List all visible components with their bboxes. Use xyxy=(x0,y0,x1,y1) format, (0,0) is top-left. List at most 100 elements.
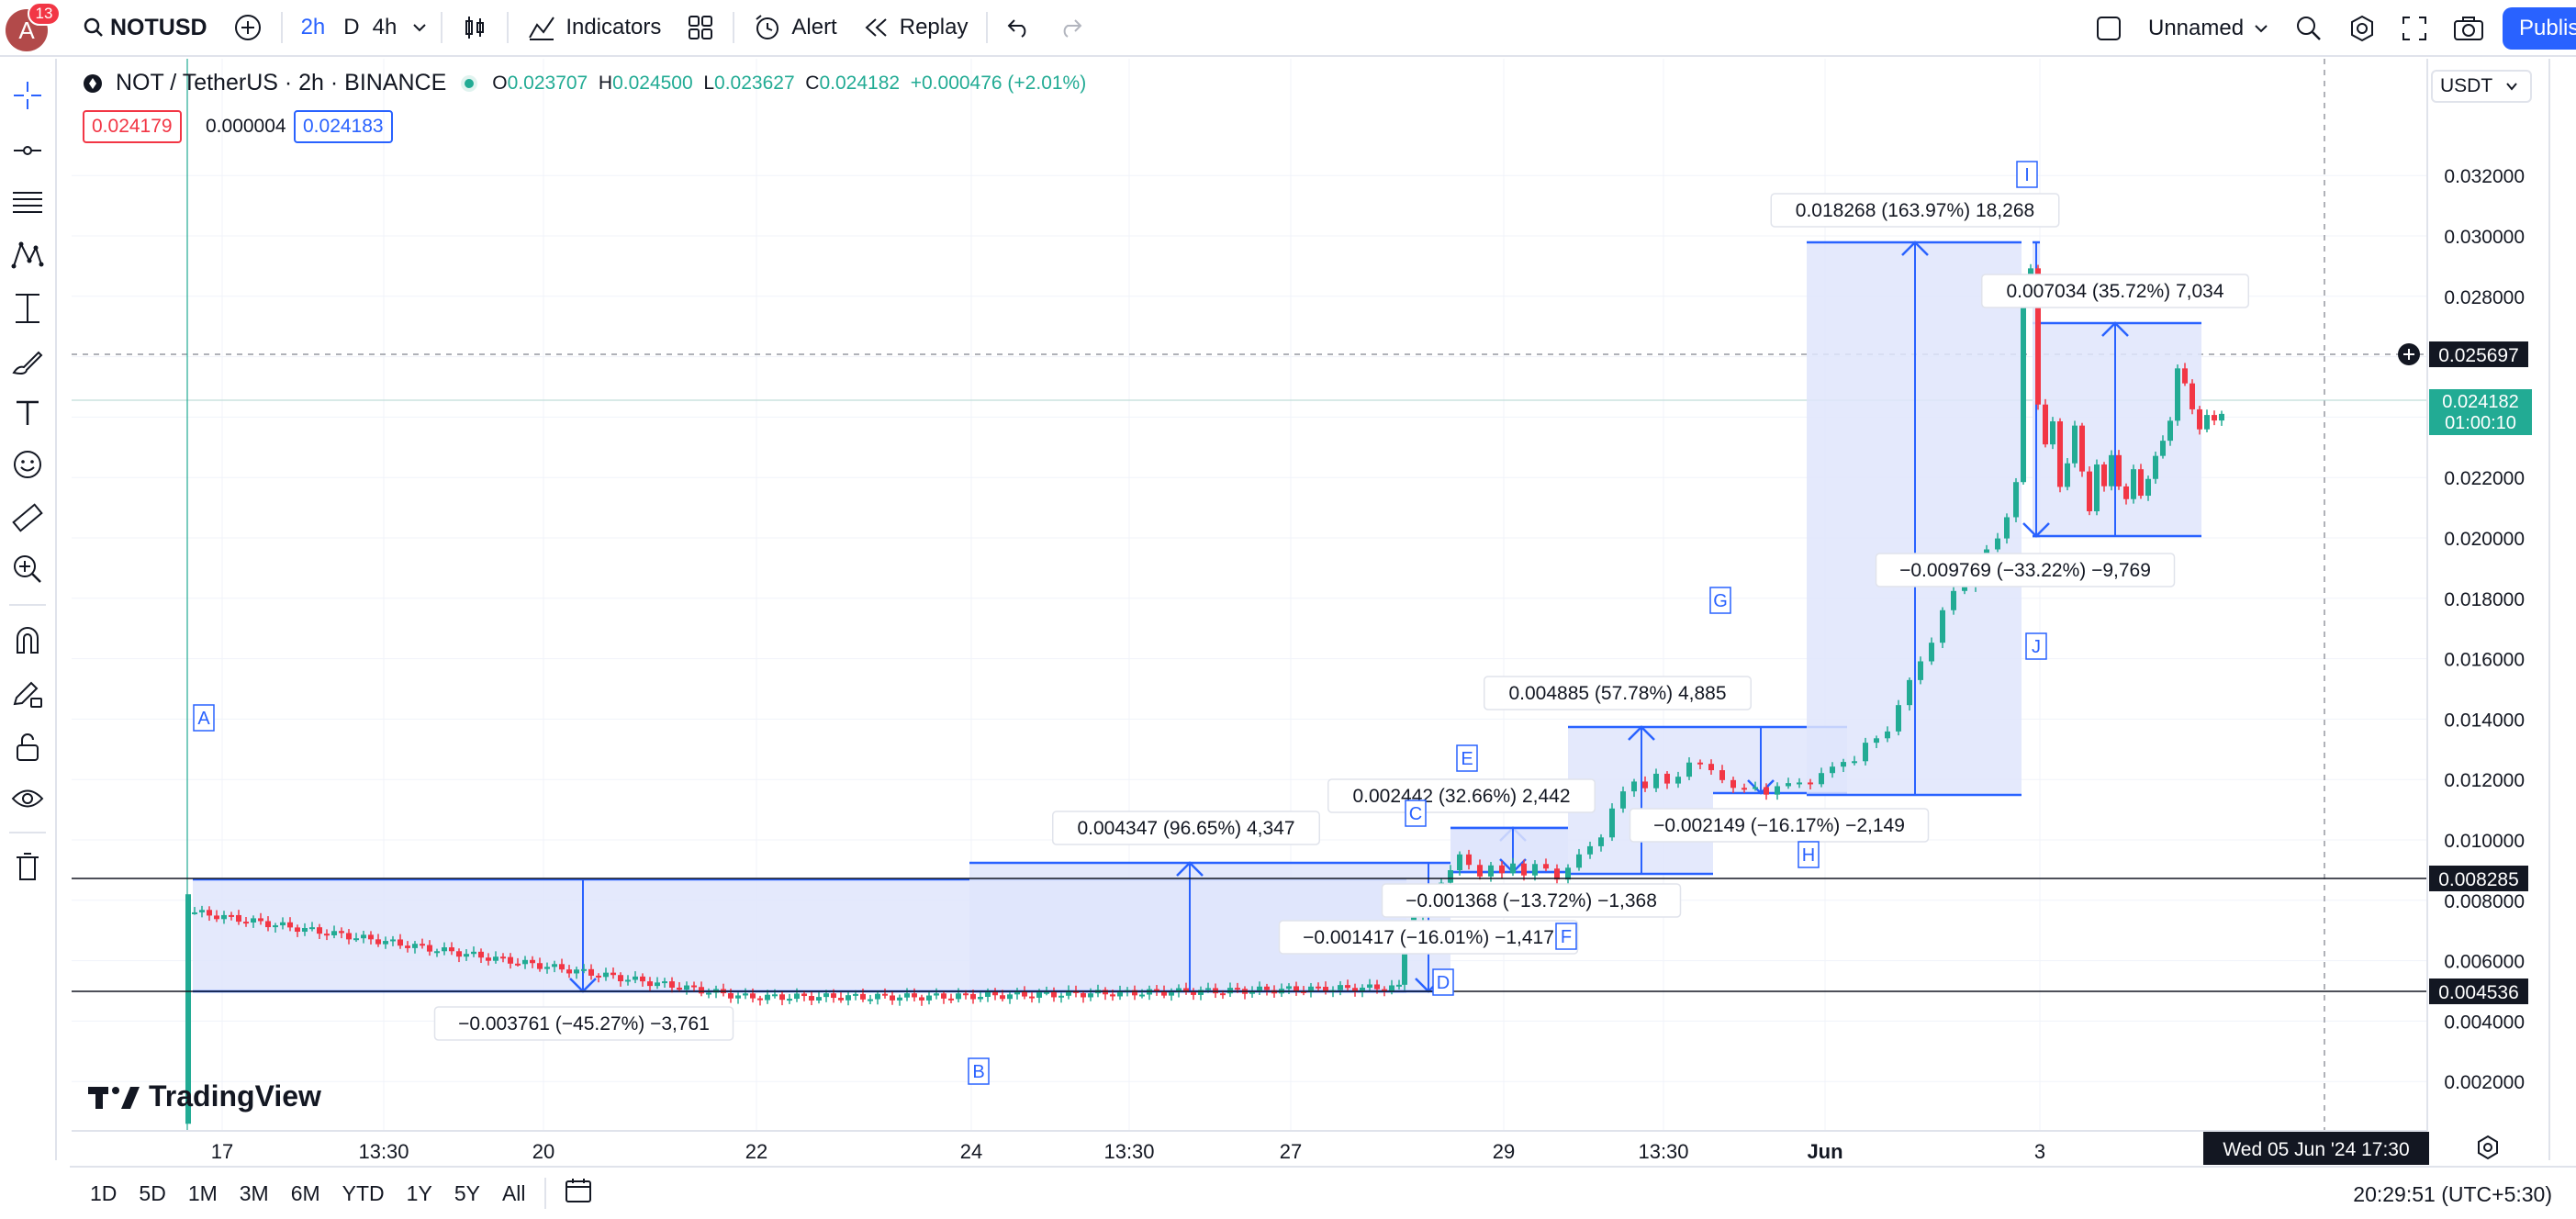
goto-date-button[interactable] xyxy=(554,1177,605,1210)
range-5d[interactable]: 5D xyxy=(139,1180,166,1205)
alarm-clock-icon xyxy=(756,15,779,39)
point-label: B xyxy=(972,1062,984,1082)
undo-button[interactable] xyxy=(993,0,1045,56)
layout-save-checkbox[interactable] xyxy=(2082,0,2135,57)
sell-price-box[interactable]: 0.024179 xyxy=(83,110,182,143)
stay-drawing-tool[interactable] xyxy=(7,674,48,714)
text-icon xyxy=(17,400,39,425)
layout-name-button[interactable]: Unnamed xyxy=(2135,0,2282,57)
candle-body xyxy=(875,993,880,1000)
candle-body xyxy=(456,951,462,957)
legend-title[interactable]: NOT / TetherUS · 2h · BINANCE xyxy=(116,70,447,95)
range-ytd[interactable]: YTD xyxy=(342,1180,385,1205)
candle-body xyxy=(1719,770,1725,780)
indicators-button[interactable]: Indicators xyxy=(514,0,674,56)
crosshair-tool[interactable] xyxy=(7,75,48,116)
fib-tool[interactable] xyxy=(7,182,48,222)
buy-price-box[interactable]: 0.024183 xyxy=(294,110,393,143)
measurement-label: 0.004347 (96.65%) 4,347 xyxy=(1077,818,1294,839)
lock-drawings-tool[interactable] xyxy=(7,727,48,767)
interval-dropdown[interactable] xyxy=(404,0,435,56)
redo-button[interactable] xyxy=(1045,0,1096,56)
candle-body xyxy=(684,985,689,990)
trend-line-tool[interactable] xyxy=(7,130,48,171)
settings-button[interactable] xyxy=(2335,0,2389,57)
candle-body xyxy=(625,979,631,982)
candle-body xyxy=(610,972,616,976)
line-price-label: 0.008285 xyxy=(2438,869,2519,890)
crosshair-icon xyxy=(14,82,41,109)
candle-body xyxy=(1301,990,1306,993)
line-price-label-bg xyxy=(2429,866,2528,891)
range-6m[interactable]: 6M xyxy=(290,1180,320,1205)
publish-button[interactable]: Publis xyxy=(2503,7,2576,50)
quick-search-button[interactable] xyxy=(2282,0,2335,57)
fib-lines-icon xyxy=(13,192,42,213)
chart-type-button[interactable] xyxy=(448,0,501,56)
candle-body xyxy=(574,969,579,974)
interval-2h[interactable]: 2h xyxy=(300,15,326,39)
compare-symbol-button[interactable] xyxy=(220,0,275,56)
candle-body xyxy=(1543,864,1549,869)
interval-4h[interactable]: 4h xyxy=(372,15,398,39)
range-arrow-head xyxy=(2101,321,2129,337)
candle-body xyxy=(1808,782,1813,785)
tradingview-watermark: TradingView xyxy=(88,1079,321,1113)
candle-body xyxy=(1360,987,1365,992)
point-label: G xyxy=(1713,591,1728,611)
price-tick-label: 0.016000 xyxy=(2444,650,2525,671)
measurement-label-bg xyxy=(1381,883,1682,918)
price-tick-label: 0.014000 xyxy=(2444,710,2525,731)
interval-d[interactable]: D xyxy=(343,15,360,39)
brush-tool[interactable] xyxy=(7,341,48,382)
time-crosshair-label-bg xyxy=(2203,1132,2429,1165)
candle-body xyxy=(398,939,403,946)
measurement-label-bg xyxy=(1052,811,1320,845)
pattern-tool[interactable] xyxy=(7,235,48,275)
range-arrow-head xyxy=(1901,240,1929,256)
measurement-label-bg xyxy=(1278,920,1579,955)
symbol-search-button[interactable]: NOTUSD xyxy=(70,0,220,56)
candle-body xyxy=(787,999,792,1001)
candle-body xyxy=(2182,368,2188,384)
range-1y[interactable]: 1Y xyxy=(406,1180,432,1205)
bar-countdown-label: 01:00:10 xyxy=(2445,413,2516,433)
range-1m[interactable]: 1M xyxy=(187,1180,218,1205)
candle-body xyxy=(508,956,513,964)
magnet-tool[interactable] xyxy=(7,621,48,661)
layouts-button[interactable] xyxy=(674,0,727,56)
currency-selector[interactable]: USDT xyxy=(2431,70,2532,103)
ruler-tool[interactable] xyxy=(7,498,48,538)
price-tick-label: 0.002000 xyxy=(2444,1072,2525,1093)
search-icon xyxy=(84,17,103,37)
brush-icon xyxy=(12,351,43,375)
candle-body xyxy=(2101,464,2107,486)
measurement-label-bg xyxy=(1629,808,1930,843)
candle-body xyxy=(493,956,498,961)
candle-body xyxy=(1448,870,1453,883)
candle-body xyxy=(221,914,227,920)
zoom-tool[interactable] xyxy=(7,549,48,589)
axis-settings-button[interactable] xyxy=(2475,1135,2501,1165)
candle-body xyxy=(1962,587,1967,591)
divider xyxy=(280,12,283,43)
range-1d[interactable]: 1D xyxy=(90,1180,118,1205)
projection-tool[interactable] xyxy=(7,288,48,329)
snapshot-button[interactable] xyxy=(2440,0,2497,57)
timezone-clock[interactable]: 20:29:51 (UTC+5:30) xyxy=(2353,1182,2552,1206)
range-3m[interactable]: 3M xyxy=(239,1180,269,1205)
candle-body xyxy=(1940,610,1945,643)
range-5y[interactable]: 5Y xyxy=(454,1180,480,1205)
text-tool[interactable] xyxy=(7,393,48,433)
candle-body xyxy=(1323,987,1328,992)
hide-drawings-tool[interactable] xyxy=(7,778,48,819)
remove-drawings-tool[interactable] xyxy=(7,846,48,887)
candle-body xyxy=(1198,990,1204,995)
emoji-tool[interactable] xyxy=(7,444,48,485)
replay-button[interactable]: Replay xyxy=(850,0,981,56)
range-all[interactable]: All xyxy=(501,1180,526,1205)
candles-icon xyxy=(465,17,485,39)
fullscreen-button[interactable] xyxy=(2389,0,2440,57)
alert-button[interactable]: Alert xyxy=(740,0,849,56)
